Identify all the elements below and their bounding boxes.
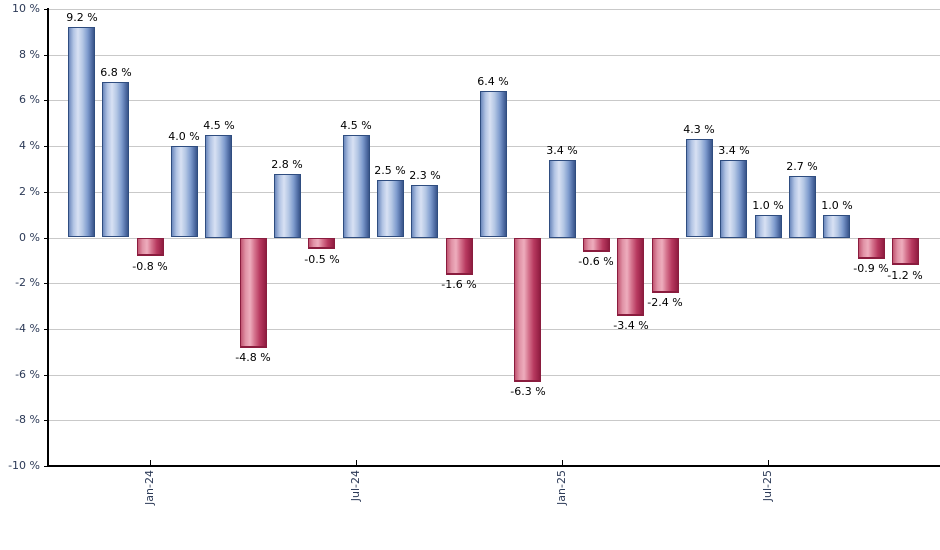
gridline [48, 55, 940, 56]
y-axis-label: 2 % [19, 185, 40, 198]
bar[interactable] [549, 160, 576, 238]
y-tick [44, 238, 48, 239]
y-axis-label: 6 % [19, 93, 40, 106]
bar-value-label: -3.4 % [613, 319, 649, 332]
bar-value-label: 2.8 % [271, 158, 303, 171]
y-tick [44, 375, 48, 376]
bar-value-label: -1.2 % [887, 269, 923, 282]
y-tick [44, 466, 48, 467]
bar-value-label: 6.4 % [477, 75, 509, 88]
bar[interactable] [892, 238, 919, 265]
bar[interactable] [755, 215, 782, 238]
y-tick [44, 283, 48, 284]
bar-value-label: 1.0 % [752, 199, 784, 212]
y-tick [44, 100, 48, 101]
y-tick [44, 192, 48, 193]
bar[interactable] [617, 238, 644, 316]
x-tick [562, 460, 563, 466]
bar-value-label: -0.8 % [132, 260, 168, 273]
bar[interactable] [137, 238, 164, 256]
bar[interactable] [274, 174, 301, 238]
bar-value-label: -4.8 % [235, 351, 271, 364]
bar[interactable] [102, 82, 129, 237]
bar[interactable] [171, 146, 198, 237]
bar[interactable] [411, 185, 438, 238]
bar-value-label: 2.3 % [409, 169, 441, 182]
bar-value-label: -0.5 % [304, 253, 340, 266]
bar[interactable] [583, 238, 610, 252]
bar[interactable] [514, 238, 541, 382]
bar[interactable] [686, 139, 713, 237]
bar-value-label: 3.4 % [546, 144, 578, 157]
bar[interactable] [240, 238, 267, 348]
gridline [48, 375, 940, 376]
bar-value-label: 3.4 % [718, 144, 750, 157]
bar[interactable] [68, 27, 95, 237]
bar[interactable] [480, 91, 507, 237]
x-axis-label: Jul-24 [349, 470, 362, 502]
bar-value-label: -2.4 % [647, 296, 683, 309]
y-axis-line [47, 8, 49, 467]
y-axis-label: 8 % [19, 48, 40, 61]
y-tick [44, 329, 48, 330]
gridline [48, 329, 940, 330]
bar-value-label: 9.2 % [66, 11, 98, 24]
x-tick [356, 460, 357, 466]
y-axis-label: 0 % [19, 231, 40, 244]
y-axis-label: -6 % [15, 368, 40, 381]
bar-value-label: 2.5 % [374, 164, 406, 177]
bar-value-label: 4.5 % [203, 119, 235, 132]
bar[interactable] [205, 135, 232, 238]
bar[interactable] [446, 238, 473, 275]
bar-value-label: -6.3 % [510, 385, 546, 398]
bar[interactable] [789, 176, 816, 238]
x-axis-label: Jul-25 [761, 470, 774, 502]
y-axis-label: -8 % [15, 413, 40, 426]
x-tick [150, 460, 151, 466]
y-axis-label: -2 % [15, 276, 40, 289]
y-tick [44, 420, 48, 421]
gridline [48, 9, 940, 10]
bar[interactable] [377, 180, 404, 237]
bar-value-label: -1.6 % [441, 278, 477, 291]
bar-value-label: 4.5 % [340, 119, 372, 132]
y-axis-label: -4 % [15, 322, 40, 335]
y-tick [44, 146, 48, 147]
x-axis-label: Jan-24 [143, 470, 156, 505]
x-tick [768, 460, 769, 466]
bar[interactable] [652, 238, 679, 293]
bar[interactable] [343, 135, 370, 238]
bar-value-label: -0.9 % [853, 262, 889, 275]
gridline [48, 238, 940, 239]
bar[interactable] [858, 238, 885, 259]
bar-value-label: 4.3 % [683, 123, 715, 136]
y-tick [44, 55, 48, 56]
bar[interactable] [308, 238, 335, 249]
bar-value-label: 2.7 % [786, 160, 818, 173]
x-axis-label: Jan-25 [555, 470, 568, 505]
bar-value-label: 4.0 % [168, 130, 200, 143]
y-axis-label: 10 % [12, 2, 40, 15]
bar-value-label: -0.6 % [578, 255, 614, 268]
y-tick [44, 9, 48, 10]
gridline [48, 420, 940, 421]
bar-value-label: 1.0 % [821, 199, 853, 212]
y-axis-label: -10 % [8, 459, 40, 472]
bar[interactable] [823, 215, 850, 238]
x-axis-line [47, 465, 940, 467]
gridline [48, 283, 940, 284]
bar-value-label: 6.8 % [100, 66, 132, 79]
y-axis-label: 4 % [19, 139, 40, 152]
bar[interactable] [720, 160, 747, 238]
